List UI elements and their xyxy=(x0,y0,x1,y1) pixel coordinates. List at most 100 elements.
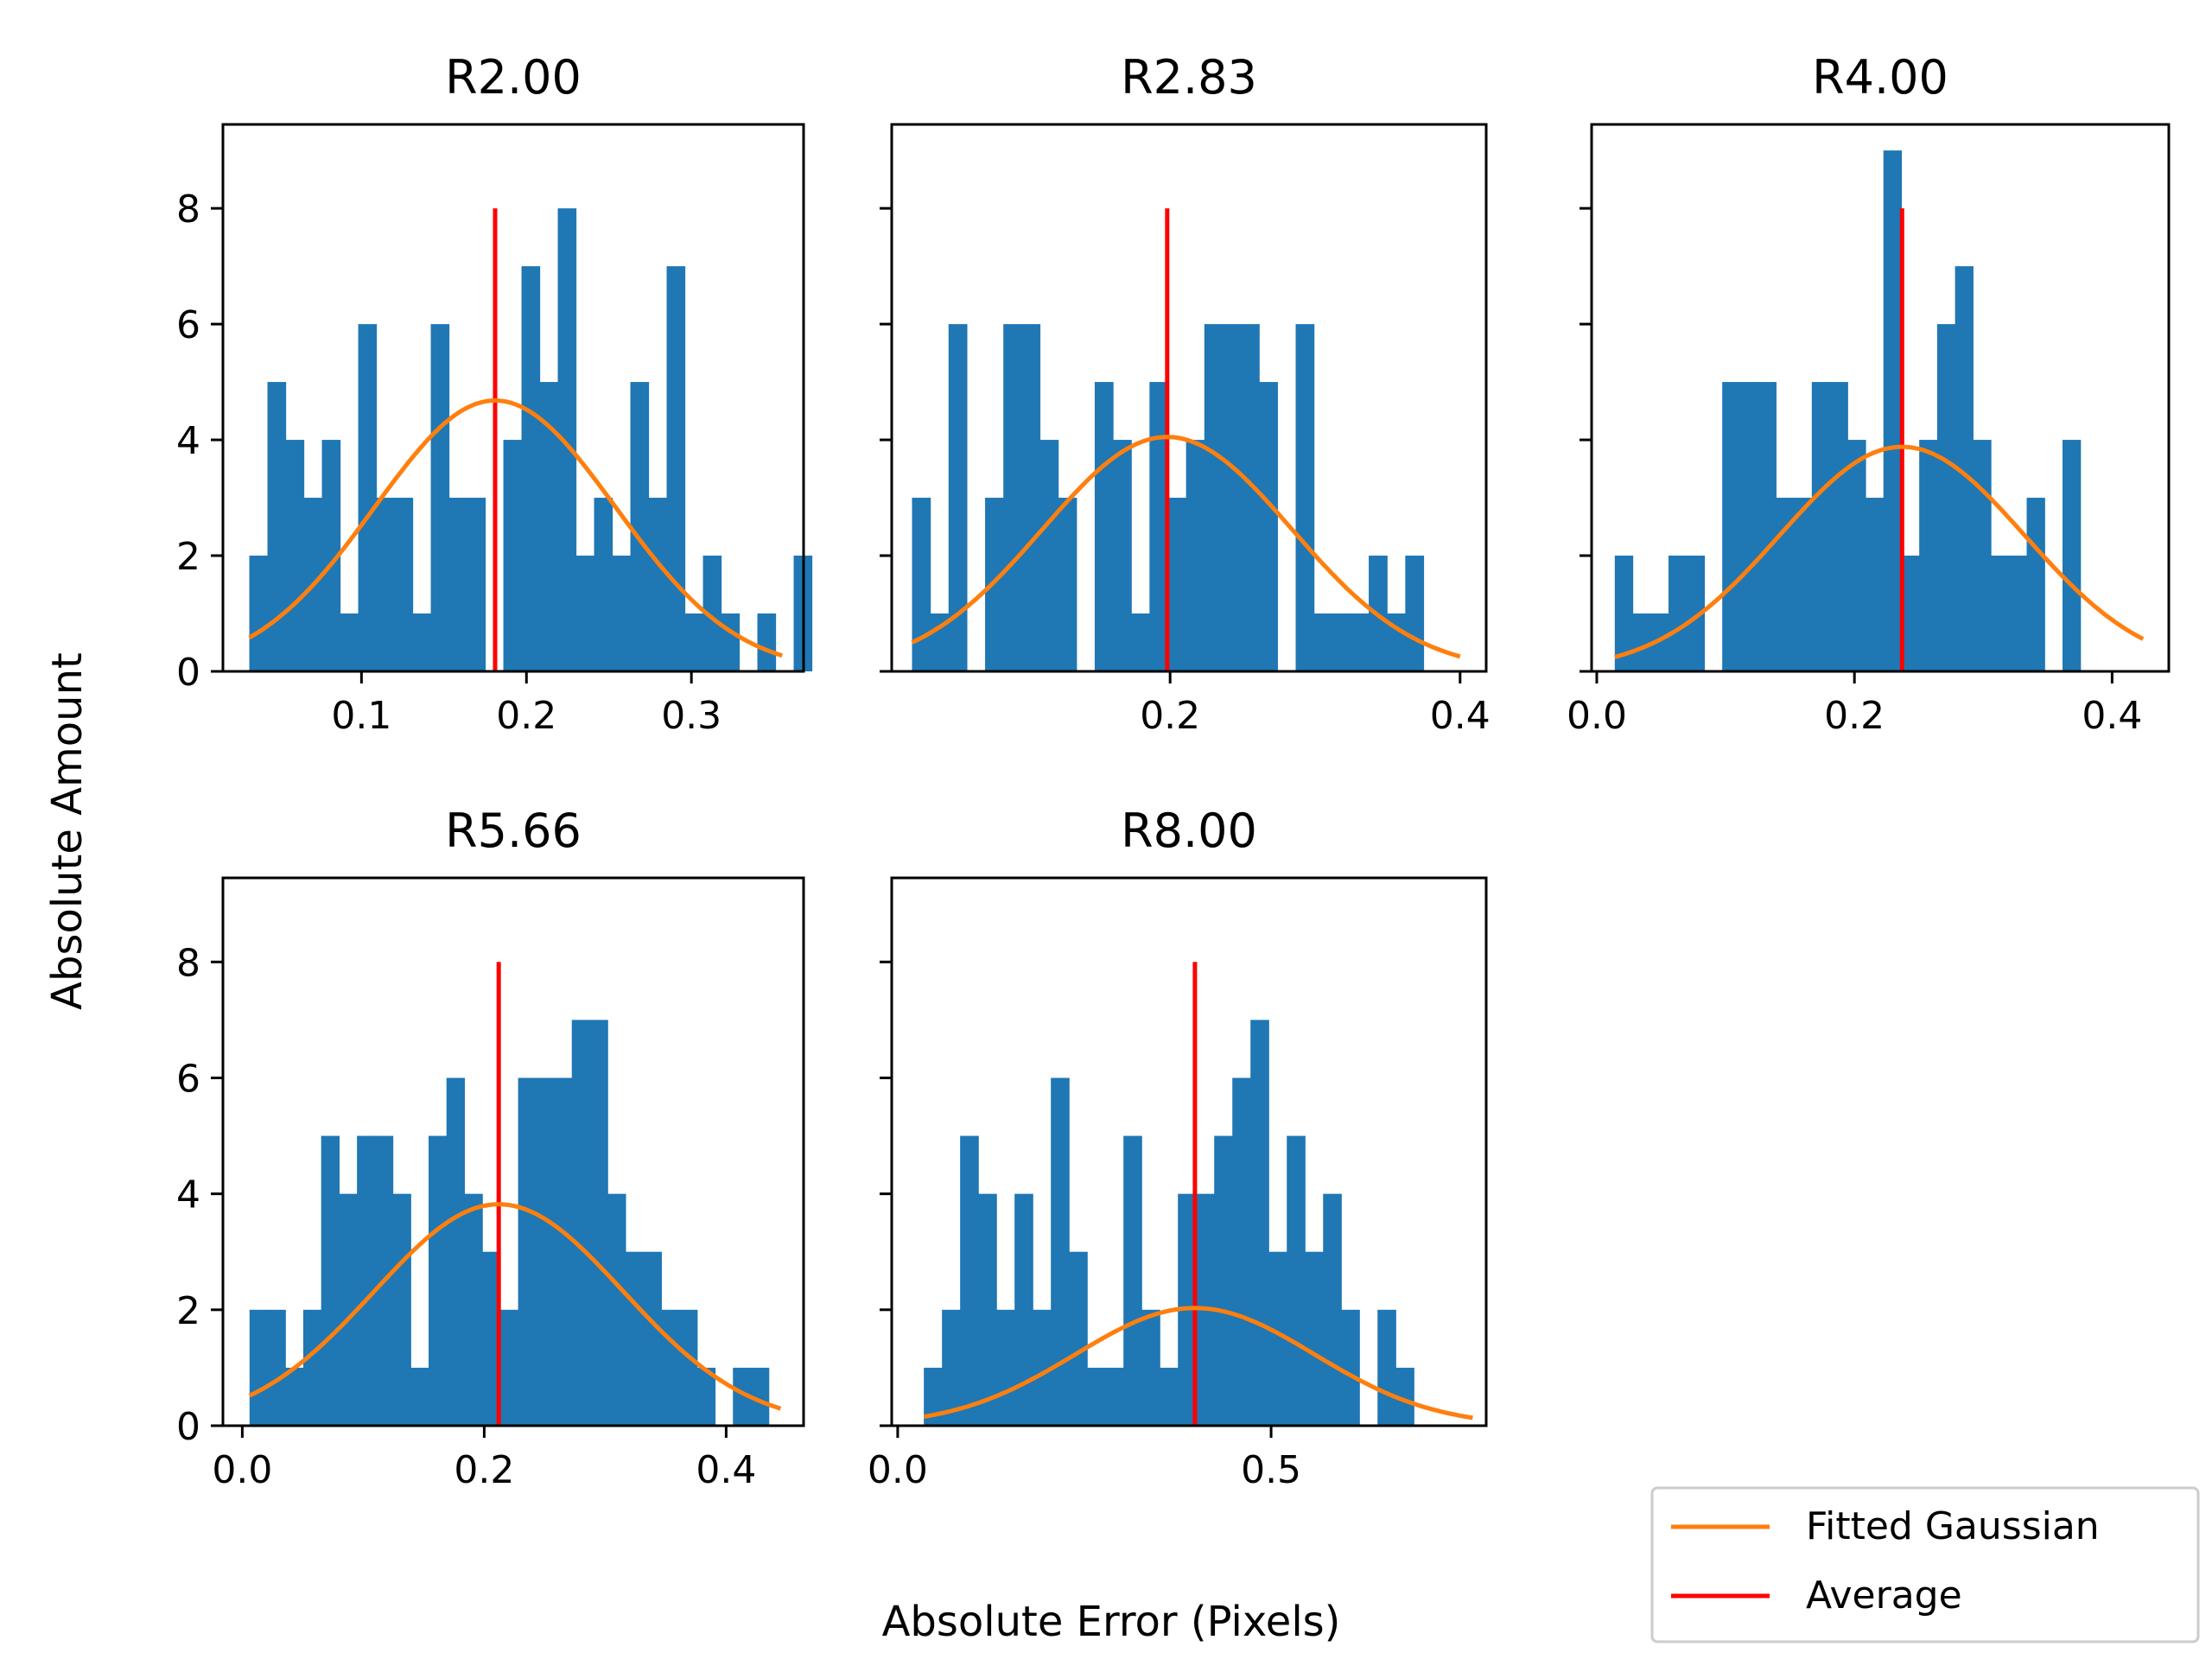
x-tick-label: 0.2 xyxy=(1824,694,1885,738)
histogram-bar xyxy=(1883,150,1903,672)
axes-frame xyxy=(221,123,805,673)
subplot-title: R5.66 xyxy=(445,804,582,858)
histogram-bar xyxy=(536,1077,555,1426)
gaussian-curve xyxy=(248,397,783,658)
histogram-bar xyxy=(267,382,287,671)
histogram-bar xyxy=(648,498,668,671)
axes-frame xyxy=(221,876,805,1427)
histogram-bar xyxy=(430,324,450,671)
histogram-bar xyxy=(557,208,577,672)
histogram-bar xyxy=(589,1020,608,1426)
x-tick-label: 0.1 xyxy=(331,694,391,738)
histogram-bar xyxy=(482,1251,501,1426)
histogram-bar xyxy=(1991,556,2010,671)
histogram-bar xyxy=(1123,1135,1142,1426)
histogram-bar xyxy=(1141,1309,1160,1426)
histogram-bar xyxy=(1758,382,1777,671)
histogram-bar xyxy=(1113,440,1132,671)
axes-frame xyxy=(890,123,1488,673)
y-tick-label: 8 xyxy=(176,941,200,985)
gaussian-curve xyxy=(1614,444,2145,659)
histogram-bar xyxy=(1377,1309,1396,1426)
histogram-bar xyxy=(1332,613,1351,671)
subplot-title: R2.83 xyxy=(1121,50,1257,105)
subplot-5: R8.00 0.0 0.5 xyxy=(868,804,1488,1492)
histogram-bar xyxy=(1241,324,1260,671)
histogram-bar xyxy=(446,1077,466,1426)
histogram-bar xyxy=(684,613,704,671)
x-tick-label: 0.0 xyxy=(212,1448,272,1492)
histogram-bar xyxy=(666,266,686,671)
subplots: R2.00 0 2 4 6 8 0.1 0.2 0.3 R2.83 0.2 0.4 R4.00 0.0 0.… xyxy=(176,50,2171,1492)
histogram-bar xyxy=(942,1309,961,1426)
histogram-bar xyxy=(1003,324,1022,671)
histogram-bar xyxy=(1722,382,1741,671)
histogram-bar xyxy=(661,1309,680,1426)
histogram-bar xyxy=(702,556,722,671)
histogram-bar xyxy=(1811,382,1831,671)
histogram-bar xyxy=(1350,613,1370,671)
histogram-bar xyxy=(1669,556,1688,671)
x-tick-label: 0.5 xyxy=(1241,1448,1301,1492)
histogram-bar xyxy=(757,613,777,671)
histogram-bar xyxy=(503,440,523,671)
histogram-bar xyxy=(630,382,650,671)
histogram-bar xyxy=(1021,324,1041,671)
histogram-bar xyxy=(1776,498,1795,671)
x-tick-label: 0.2 xyxy=(496,694,556,738)
histogram-bar xyxy=(1955,266,1974,671)
histogram-bar xyxy=(285,1367,304,1426)
y-tick-label: 6 xyxy=(176,1057,200,1101)
histogram-bar xyxy=(499,1309,519,1426)
histogram-bar xyxy=(1039,440,1059,671)
histogram-bar xyxy=(1847,440,1866,671)
histogram-bar xyxy=(1131,613,1150,671)
histogram-bar xyxy=(1305,1251,1324,1426)
histogram-bar xyxy=(1936,324,1956,671)
axes-frame xyxy=(890,876,1488,1427)
legend-frame xyxy=(1650,1486,2200,1643)
histogram-bar xyxy=(1167,498,1187,671)
histogram-bar xyxy=(1794,498,1813,671)
histogram-bar xyxy=(539,382,559,671)
histogram-bar xyxy=(1919,440,1938,671)
histogram-bar xyxy=(429,1135,448,1426)
histogram-bar xyxy=(1259,382,1278,671)
histogram-bar xyxy=(321,440,341,671)
histogram-bar xyxy=(1250,1020,1269,1426)
histogram-bar xyxy=(321,1135,340,1426)
legend-gaussian-label: Fitted Gaussian xyxy=(1806,1504,2100,1548)
histogram-bar xyxy=(467,498,486,671)
x-tick-label: 0.0 xyxy=(1567,694,1627,738)
histogram-bar xyxy=(249,556,269,671)
x-tick-label: 0.4 xyxy=(1430,694,1491,738)
histogram-bar xyxy=(1105,1367,1124,1426)
y-tick-label: 2 xyxy=(176,535,200,579)
subplot-4: R5.66 0 2 4 6 8 0.0 0.2 0.4 xyxy=(176,804,805,1492)
histogram-bar xyxy=(464,1193,483,1426)
legend-average-label: Average xyxy=(1806,1573,1962,1618)
histogram-bar xyxy=(1185,440,1205,671)
subplot-title: R2.00 xyxy=(445,50,582,105)
histogram-bar xyxy=(1866,498,1885,671)
histogram-bar xyxy=(2062,440,2082,671)
y-tick-label: 6 xyxy=(176,303,200,347)
histogram-bar xyxy=(267,1309,286,1426)
x-tick-label: 0.2 xyxy=(454,1448,514,1492)
histogram-bar xyxy=(2008,556,2028,671)
histogram-bar xyxy=(376,498,396,671)
histogram-bar xyxy=(1268,1251,1287,1426)
y-tick-label: 4 xyxy=(176,1173,200,1217)
histogram-bar xyxy=(1232,1077,1251,1426)
histogram-bar xyxy=(448,498,468,671)
histogram-bar xyxy=(1405,556,1425,671)
x-tick-label: 0.2 xyxy=(1140,694,1200,738)
histogram-bar xyxy=(1214,1135,1233,1426)
histogram-bar xyxy=(1739,382,1759,671)
y-tick-label: 0 xyxy=(176,1405,200,1449)
histogram-bar xyxy=(410,1367,429,1426)
histogram-bar xyxy=(1901,556,1920,671)
subplot-1: R2.00 0 2 4 6 8 0.1 0.2 0.3 xyxy=(176,50,813,738)
subplot-2: R2.83 0.2 0.4 xyxy=(880,50,1491,738)
